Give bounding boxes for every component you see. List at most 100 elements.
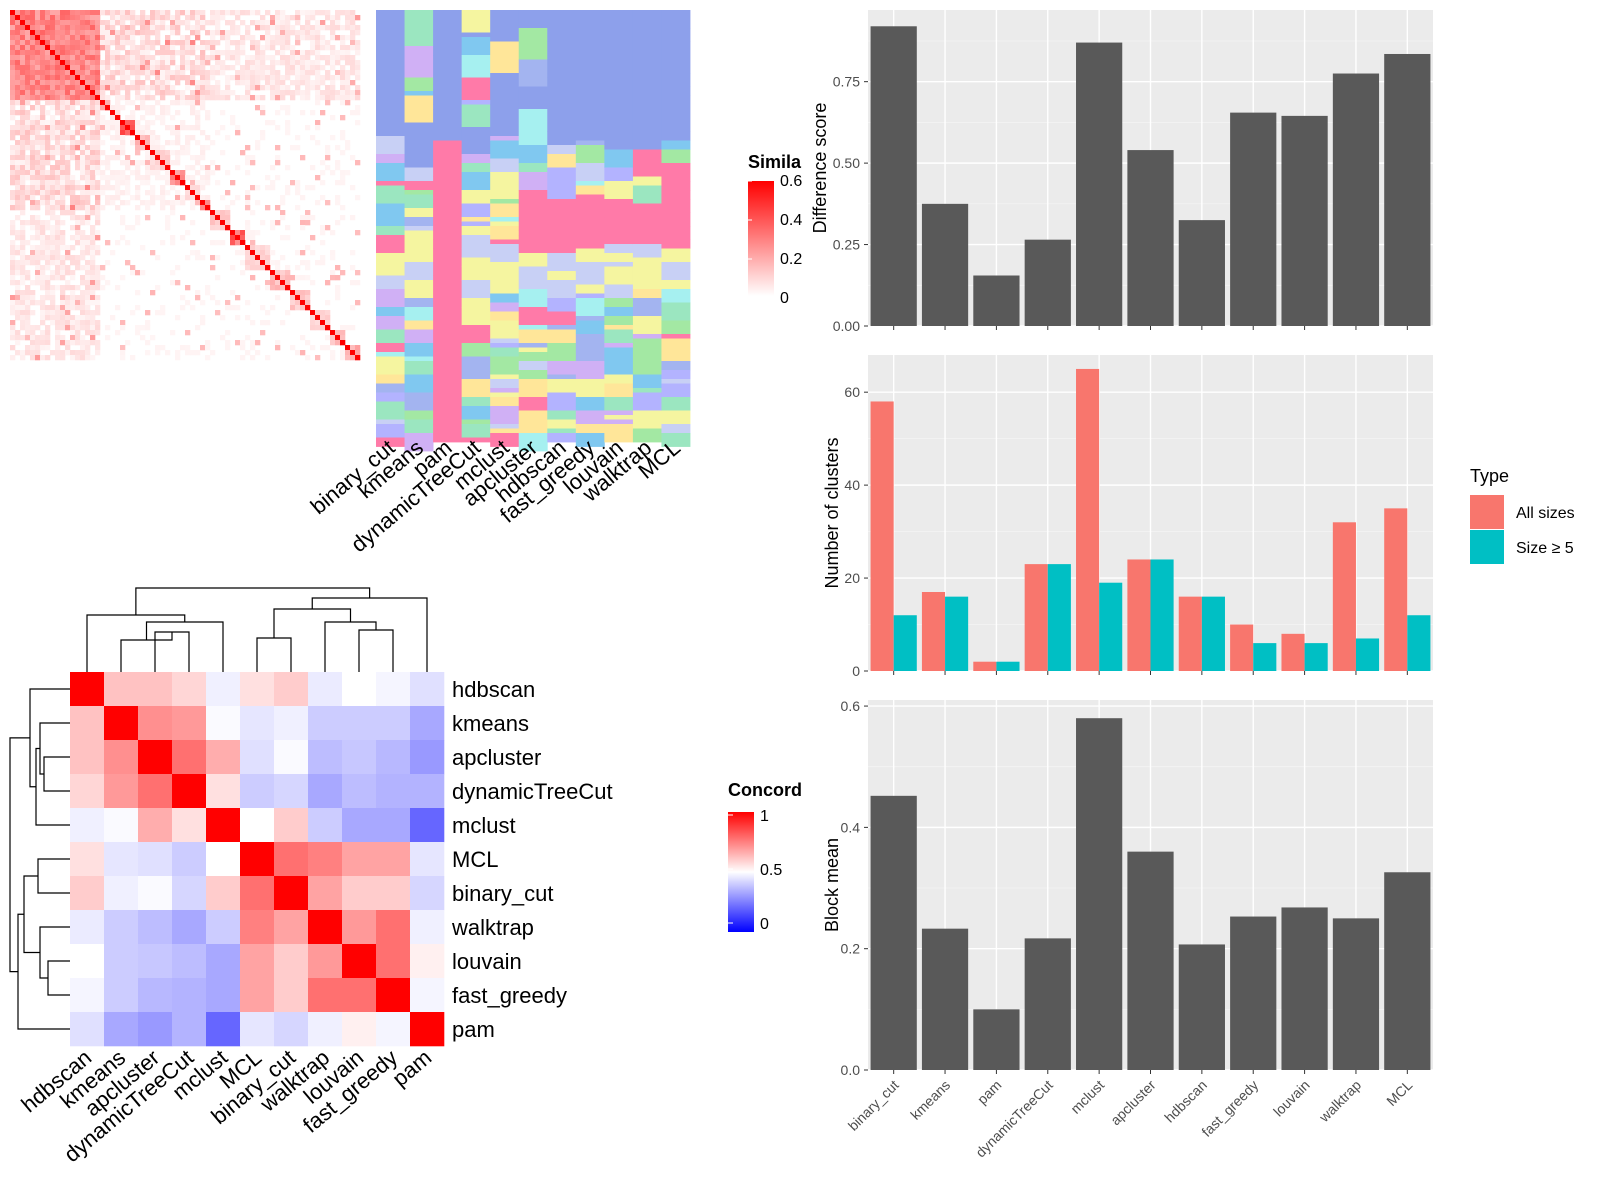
similarity-cell (155, 310, 161, 316)
similarity-cell (210, 240, 216, 246)
similarity-cell (185, 185, 191, 191)
similarity-cell (95, 35, 101, 41)
similarity-cell (10, 310, 16, 316)
similarity-cell (25, 255, 31, 261)
similarity-cell (80, 45, 86, 51)
similarity-cell (130, 355, 136, 361)
similarity-cell (30, 340, 36, 346)
assignment-cell (518, 266, 548, 272)
similarity-cell (60, 260, 66, 266)
similarity-cell (190, 125, 196, 131)
similarity-cell (45, 70, 51, 76)
similarity-cell (100, 170, 106, 176)
concordance-cell (342, 706, 377, 741)
similarity-cell (25, 170, 31, 176)
similarity-cell (270, 185, 276, 191)
similarity-cell (15, 90, 21, 96)
similarity-cell (235, 305, 241, 311)
assignment-cell (461, 280, 491, 299)
similarity-cell (55, 270, 61, 276)
similarity-cell (155, 65, 161, 71)
similarity-cell (160, 105, 166, 111)
similarity-cell (285, 310, 291, 316)
assignment-cell (518, 190, 548, 204)
similarity-cell (105, 160, 111, 166)
similarity-cell (175, 180, 181, 186)
concordance-cell (308, 944, 343, 979)
similarity-cell (75, 25, 81, 31)
similarity-cell (275, 95, 281, 101)
similarity-cell (220, 50, 226, 56)
assignment-cell (518, 329, 548, 344)
similarity-cell (85, 260, 91, 266)
similarity-cell (340, 100, 346, 106)
concordance-row-label: kmeans (452, 711, 529, 736)
similarity-cell (80, 115, 86, 121)
similarity-cell (315, 355, 321, 361)
similarity-cell (45, 180, 51, 186)
similarity-cell (285, 125, 291, 131)
similarity-cell (25, 260, 31, 266)
similarity-cell (140, 160, 146, 166)
similarity-cell (175, 30, 181, 36)
similarity-cell (185, 40, 191, 46)
similarity-cell (80, 105, 86, 111)
assignment-cell (433, 392, 463, 407)
similarity-cell (80, 325, 86, 331)
similarity-cell (35, 230, 41, 236)
similarity-cell (270, 20, 276, 26)
similarity-cell (280, 255, 286, 261)
similarity-cell (10, 60, 16, 66)
similarity-cell (210, 40, 216, 46)
assignment-cell (490, 221, 520, 227)
similarity-cell (340, 85, 346, 91)
similarity-cell (65, 180, 71, 186)
similarity-cell (15, 50, 21, 56)
assignment-cell (547, 253, 577, 267)
similarity-cell (145, 200, 151, 206)
similarity-cell (185, 135, 191, 141)
similarity-cell (135, 125, 141, 131)
concordance-cell (138, 842, 173, 877)
concordance-cell (308, 740, 343, 775)
similarity-cell (170, 160, 176, 166)
similarity-cell (245, 155, 251, 161)
similarity-cell (60, 310, 66, 316)
similarity-cell (275, 60, 281, 66)
similarity-cell (65, 255, 71, 261)
similarity-cell (50, 135, 56, 141)
similarity-cell (210, 95, 216, 101)
y-tick-label: 0.50 (833, 155, 860, 171)
similarity-cell (210, 160, 216, 166)
similarity-cell (210, 45, 216, 51)
similarity-cell (290, 145, 296, 151)
similarity-cell (190, 190, 196, 196)
similarity-cell (80, 205, 86, 211)
similarity-cell (55, 235, 61, 241)
similarity-cell (80, 230, 86, 236)
similarity-cell (140, 200, 146, 206)
similarity-cell (255, 60, 261, 66)
assignment-cell (547, 77, 577, 101)
assignment-cell (404, 298, 434, 308)
assignment-cell (433, 311, 463, 330)
similarity-cell (285, 40, 291, 46)
similarity-cell (335, 20, 341, 26)
similarity-cell (65, 280, 71, 286)
similarity-cell (80, 160, 86, 166)
similarity-cell (325, 45, 331, 51)
similarity-cell (295, 185, 301, 191)
bar (973, 275, 1020, 326)
bar-size-5 (996, 661, 1020, 671)
similarity-cell (175, 65, 181, 71)
similarity-cell (125, 180, 131, 186)
similarity-cell (15, 215, 21, 221)
similarity-cell (135, 65, 141, 71)
similarity-cell (250, 340, 256, 346)
bar (1024, 938, 1071, 1070)
y-tick-label: 0.2 (841, 941, 861, 957)
assignment-cell (604, 347, 634, 366)
similarity-cell (285, 25, 291, 31)
similarity-cell (75, 185, 81, 191)
similarity-cell (40, 25, 46, 31)
